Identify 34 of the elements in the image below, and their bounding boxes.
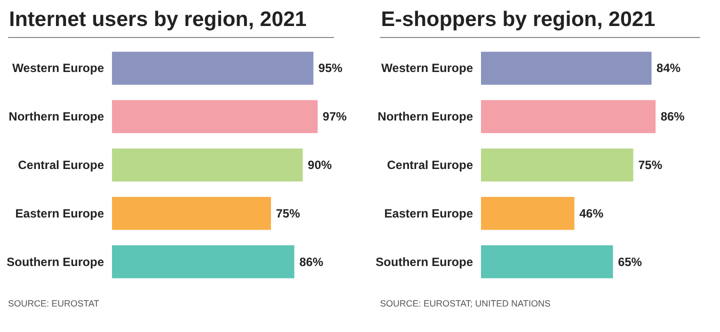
y-tick-label: Central Europe [386,158,474,172]
chart-title: E-shoppers by region, 2021 [381,8,656,31]
source-note: SOURCE: EUROSTAT; UNITED NATIONS [380,298,551,308]
data-label: 75% [638,158,663,172]
y-tick-label: Western Europe [381,61,474,76]
y-tick-label: Western Europe [12,61,104,76]
bar [481,196,574,230]
bar [481,100,656,134]
data-label: 65% [618,254,642,269]
bar [112,245,294,278]
data-label: 46% [579,206,604,220]
y-tick-label: Eastern Europe [15,206,104,220]
data-label: 90% [308,158,332,172]
y-tick-label: Northern Europe [8,110,104,124]
bar [112,100,318,134]
y-tick-label: Eastern Europe [384,206,474,220]
y-tick-label: Northern Europe [378,110,474,124]
data-label: 86% [660,110,685,124]
data-label: 95% [318,61,343,76]
data-label: 84% [656,61,681,76]
chart-title: Internet users by region, 2021 [9,8,307,31]
y-tick-label: Southern Europe [6,254,104,269]
bar [112,148,303,182]
data-label: 97% [322,110,347,124]
data-label: 75% [276,206,300,220]
bar [481,52,652,85]
data-label: 86% [299,254,324,269]
bar [481,148,634,182]
y-tick-label: Central Europe [18,158,104,172]
bar [112,52,314,85]
source-note: SOURCE: EUROSTAT [8,298,100,308]
bar [481,245,613,278]
bar [112,196,271,230]
y-tick-label: Southern Europe [376,254,474,269]
